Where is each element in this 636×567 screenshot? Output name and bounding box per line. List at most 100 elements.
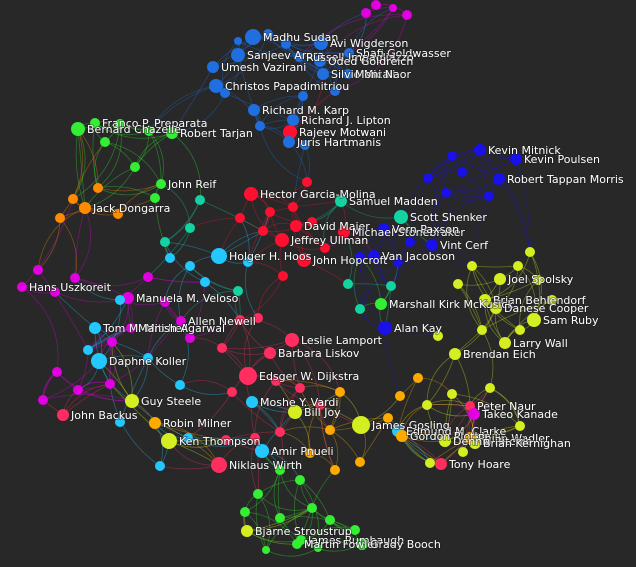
person-node[interactable] [17, 282, 27, 292]
person-node[interactable] [439, 435, 451, 447]
person-node[interactable] [211, 457, 227, 473]
graph-node[interactable] [315, 400, 325, 410]
graph-node[interactable] [447, 151, 457, 161]
graph-node[interactable] [425, 458, 435, 468]
graph-node[interactable] [221, 435, 231, 445]
graph-node[interactable] [217, 343, 227, 353]
graph-node[interactable] [386, 281, 396, 291]
person-node[interactable] [426, 239, 438, 251]
person-node[interactable] [499, 337, 511, 349]
graph-node[interactable] [547, 295, 557, 305]
person-node[interactable] [490, 302, 502, 314]
graph-node[interactable] [350, 525, 360, 535]
graph-node[interactable] [485, 383, 495, 393]
graph-node[interactable] [533, 275, 543, 285]
graph-node[interactable] [423, 173, 433, 183]
person-node[interactable] [248, 104, 260, 116]
person-node[interactable] [239, 367, 257, 385]
graph-node[interactable] [258, 226, 268, 236]
graph-node[interactable] [307, 503, 317, 513]
graph-node[interactable] [484, 191, 494, 201]
graph-node[interactable] [335, 387, 345, 397]
graph-node[interactable] [467, 261, 477, 271]
graph-node[interactable] [160, 297, 170, 307]
person-node[interactable] [479, 294, 491, 306]
graph-node[interactable] [68, 194, 78, 204]
graph-node[interactable] [393, 257, 403, 267]
person-node[interactable] [287, 114, 299, 126]
graph-node[interactable] [175, 380, 185, 390]
graph-node[interactable] [355, 252, 365, 262]
graph-node[interactable] [263, 29, 273, 39]
person-node[interactable] [378, 321, 392, 335]
graph-node[interactable] [70, 273, 80, 283]
graph-node[interactable] [243, 257, 253, 267]
graph-node[interactable] [413, 373, 423, 383]
graph-node[interactable] [143, 272, 153, 282]
graph-node[interactable] [343, 279, 353, 289]
graph-node[interactable] [515, 325, 525, 335]
graph-node[interactable] [307, 217, 317, 227]
person-node[interactable] [474, 144, 486, 156]
person-node[interactable] [211, 248, 227, 264]
person-node[interactable] [396, 430, 408, 442]
graph-node[interactable] [298, 91, 308, 101]
graph-node[interactable] [115, 295, 125, 305]
graph-node[interactable] [305, 448, 315, 458]
person-node[interactable] [469, 437, 481, 449]
graph-node[interactable] [278, 271, 288, 281]
person-node[interactable] [245, 29, 261, 45]
graph-node[interactable] [447, 389, 457, 399]
graph-node[interactable] [275, 465, 285, 475]
person-node[interactable] [283, 125, 297, 139]
graph-node[interactable] [325, 515, 335, 525]
person-node[interactable] [314, 55, 326, 67]
person-node[interactable] [290, 220, 302, 232]
graph-node[interactable] [255, 121, 265, 131]
graph-node[interactable] [183, 433, 193, 443]
graph-node[interactable] [220, 88, 230, 98]
person-node[interactable] [338, 226, 350, 238]
person-node[interactable] [494, 273, 506, 285]
graph-node[interactable] [330, 465, 340, 475]
graph-node[interactable] [320, 243, 330, 253]
graph-node[interactable] [115, 417, 125, 427]
graph-node[interactable] [288, 202, 298, 212]
graph-node[interactable] [33, 265, 43, 275]
graph-node[interactable] [355, 304, 365, 314]
graph-node[interactable] [295, 383, 305, 393]
graph-node[interactable] [453, 279, 463, 289]
person-node[interactable] [449, 348, 461, 360]
graph-node[interactable] [458, 447, 468, 457]
graph-node[interactable] [433, 331, 443, 341]
person-node[interactable] [275, 233, 289, 247]
graph-node[interactable] [105, 379, 115, 389]
person-node[interactable] [510, 153, 522, 165]
person-node[interactable] [126, 323, 136, 333]
graph-node[interactable] [227, 387, 237, 397]
graph-node[interactable] [402, 10, 412, 20]
graph-node[interactable] [73, 385, 83, 395]
graph-node[interactable] [281, 39, 291, 49]
graph-node[interactable] [371, 0, 381, 10]
graph-node[interactable] [50, 287, 60, 297]
person-node[interactable] [527, 313, 541, 327]
graph-node[interactable] [83, 345, 93, 355]
person-node[interactable] [246, 396, 258, 408]
person-node[interactable] [343, 69, 353, 79]
graph-node[interactable] [250, 433, 260, 443]
person-node[interactable] [241, 525, 253, 537]
graph-node[interactable] [457, 167, 467, 177]
graph-node[interactable] [330, 86, 340, 96]
graph-node[interactable] [113, 209, 123, 219]
person-node[interactable] [207, 61, 219, 73]
graph-node[interactable] [234, 37, 242, 45]
graph-node[interactable] [355, 457, 365, 467]
graph-node[interactable] [295, 475, 305, 485]
person-node[interactable] [91, 353, 107, 369]
person-node[interactable] [125, 394, 139, 408]
person-node[interactable] [356, 538, 368, 550]
graph-node[interactable] [52, 367, 62, 377]
graph-node[interactable] [389, 4, 397, 12]
person-node[interactable] [285, 333, 299, 347]
